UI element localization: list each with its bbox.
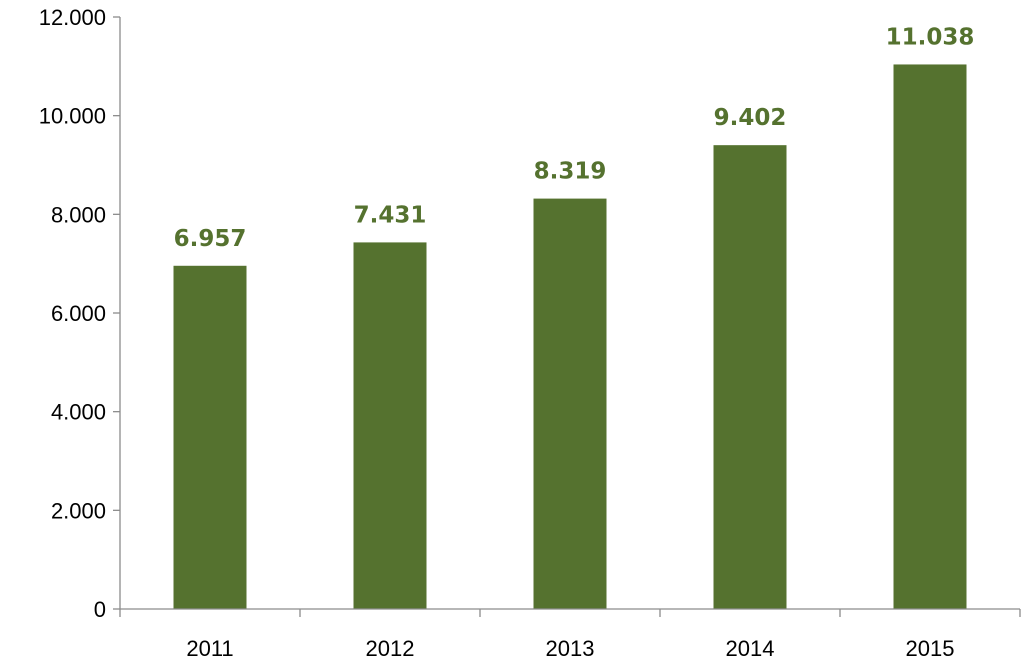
- data-label-2012: 7.431: [354, 202, 427, 228]
- y-tick-label: 6.000: [51, 301, 106, 326]
- x-axis: 2011 2012 2013 2014 2015: [119, 609, 1021, 661]
- data-label-2014: 9.402: [714, 105, 787, 131]
- x-tick-label: 2015: [906, 636, 955, 661]
- x-tick-label: 2013: [546, 636, 595, 661]
- y-tick-label: 10.000: [39, 104, 106, 129]
- data-label-2015: 11.038: [886, 24, 975, 50]
- bar-2015: [893, 64, 967, 609]
- y-axis: 0 2.000 4.000 6.000 8.000 10.000 12.000: [39, 5, 120, 622]
- x-tick-label: 2011: [186, 636, 233, 661]
- x-tick-label: 2014: [726, 636, 775, 661]
- y-tick-label: 2.000: [51, 498, 106, 523]
- y-tick-label: 12.000: [39, 5, 106, 30]
- data-label-2013: 8.319: [534, 159, 607, 185]
- x-tick-label: 2012: [366, 636, 415, 661]
- bar-2012: [353, 242, 427, 610]
- data-labels: 6.957 7.431 8.319 9.402 11.038: [174, 24, 975, 251]
- data-label-2011: 6.957: [174, 226, 247, 252]
- bar-2011: [173, 265, 247, 609]
- bar-2014: [713, 145, 787, 609]
- y-tick-label: 8.000: [51, 202, 106, 227]
- y-tick-label: 4.000: [51, 400, 106, 425]
- bar-2013: [533, 198, 607, 609]
- y-tick-label: 0: [94, 597, 106, 622]
- bar-series: [173, 64, 967, 610]
